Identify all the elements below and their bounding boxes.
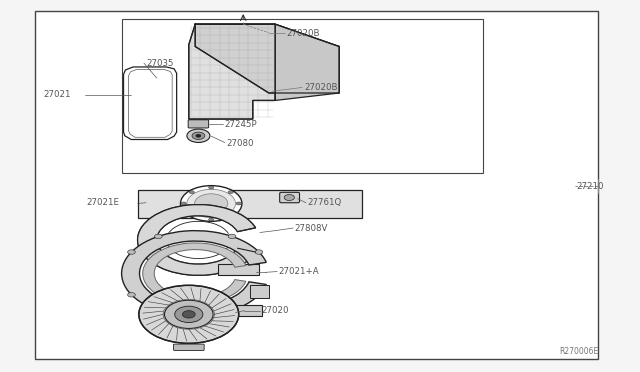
Circle shape (181, 202, 186, 205)
Circle shape (187, 189, 236, 218)
Text: 27761Q: 27761Q (307, 198, 342, 207)
Text: 27245P: 27245P (224, 120, 257, 129)
Bar (35, 11, 598, 359)
Circle shape (127, 292, 135, 297)
Text: 27808V: 27808V (294, 224, 328, 233)
Circle shape (236, 202, 241, 205)
Wedge shape (138, 205, 255, 275)
Circle shape (139, 285, 239, 343)
Text: 27021E: 27021E (86, 198, 120, 207)
Circle shape (228, 213, 233, 216)
Circle shape (127, 250, 135, 254)
Circle shape (155, 234, 163, 238)
Circle shape (154, 308, 163, 313)
Circle shape (175, 306, 203, 323)
Circle shape (209, 218, 214, 221)
Circle shape (255, 250, 263, 254)
Polygon shape (275, 24, 339, 100)
Text: 27021+A: 27021+A (278, 267, 319, 276)
Wedge shape (143, 243, 246, 304)
Circle shape (255, 293, 263, 297)
Circle shape (209, 186, 214, 189)
FancyBboxPatch shape (173, 344, 204, 350)
Circle shape (180, 186, 242, 221)
Circle shape (196, 134, 201, 137)
Circle shape (195, 194, 228, 213)
Circle shape (187, 129, 210, 142)
Text: 27210: 27210 (576, 182, 604, 190)
Circle shape (189, 213, 195, 216)
Bar (122, 19, 483, 173)
Circle shape (182, 311, 195, 318)
Text: 27020: 27020 (261, 306, 289, 315)
Wedge shape (122, 231, 266, 316)
FancyBboxPatch shape (280, 192, 300, 203)
Text: 27020B: 27020B (287, 29, 320, 38)
Polygon shape (250, 285, 269, 298)
Circle shape (228, 308, 236, 313)
Polygon shape (211, 305, 262, 316)
Text: 27035: 27035 (146, 59, 173, 68)
Circle shape (228, 234, 236, 238)
Circle shape (164, 300, 213, 328)
Polygon shape (195, 24, 339, 93)
Circle shape (189, 191, 195, 194)
Text: R270006E: R270006E (559, 347, 598, 356)
Text: 27020B: 27020B (304, 83, 337, 92)
Circle shape (284, 195, 294, 201)
Text: 27080: 27080 (226, 139, 253, 148)
FancyBboxPatch shape (188, 120, 209, 128)
Text: 27021: 27021 (44, 90, 71, 99)
Circle shape (228, 191, 233, 194)
Bar (138, 190, 362, 218)
Polygon shape (218, 264, 259, 275)
Polygon shape (189, 24, 275, 119)
Polygon shape (124, 67, 177, 140)
Circle shape (192, 132, 205, 140)
